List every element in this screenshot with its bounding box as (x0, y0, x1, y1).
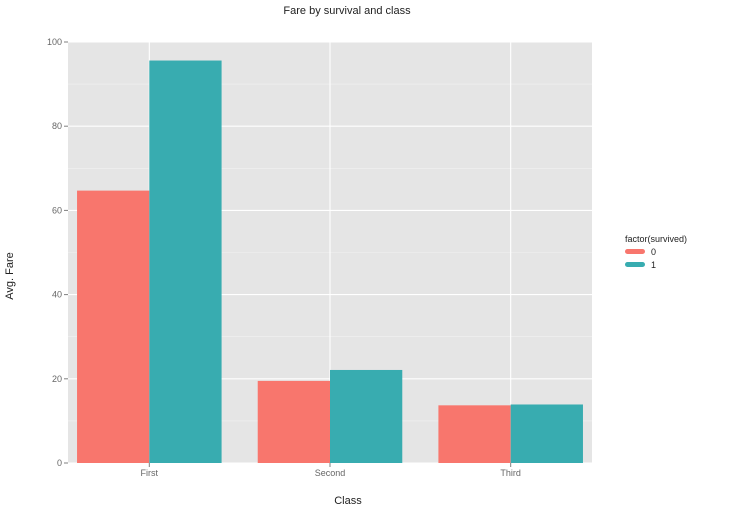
legend-key-1 (625, 262, 645, 267)
x-tick-label: First (141, 468, 159, 478)
bar-second-series-1 (330, 369, 403, 463)
y-tick-label: 0 (57, 458, 62, 468)
y-tick-label: 60 (52, 205, 62, 215)
bars (77, 60, 583, 464)
bar-third-series-1 (510, 404, 583, 463)
legend-title: factor(survived) (625, 234, 687, 244)
legend-label-0: 0 (651, 247, 656, 257)
bar-first-series-1 (149, 60, 222, 464)
y-tick-label: 100 (47, 37, 62, 47)
bar-first-series-0 (77, 190, 150, 463)
y-tick-label: 20 (52, 374, 62, 384)
y-axis: 0 20 40 60 80 100 (47, 37, 68, 468)
x-axis: First Second Third (141, 463, 521, 478)
x-tick-label: Third (500, 468, 521, 478)
y-axis-title: Avg. Fare (4, 252, 16, 300)
y-tick-label: 80 (52, 121, 62, 131)
bar-second-series-0 (257, 380, 330, 463)
x-axis-title: Class (334, 495, 362, 507)
x-tick-label: Second (315, 468, 346, 478)
y-tick-label: 40 (52, 290, 62, 300)
chart-title: Fare by survival and class (283, 5, 411, 17)
legend: factor(survived) 0 1 (625, 234, 687, 270)
bar-third-series-0 (438, 405, 511, 463)
legend-label-1: 1 (651, 260, 656, 270)
legend-key-0 (625, 249, 645, 254)
